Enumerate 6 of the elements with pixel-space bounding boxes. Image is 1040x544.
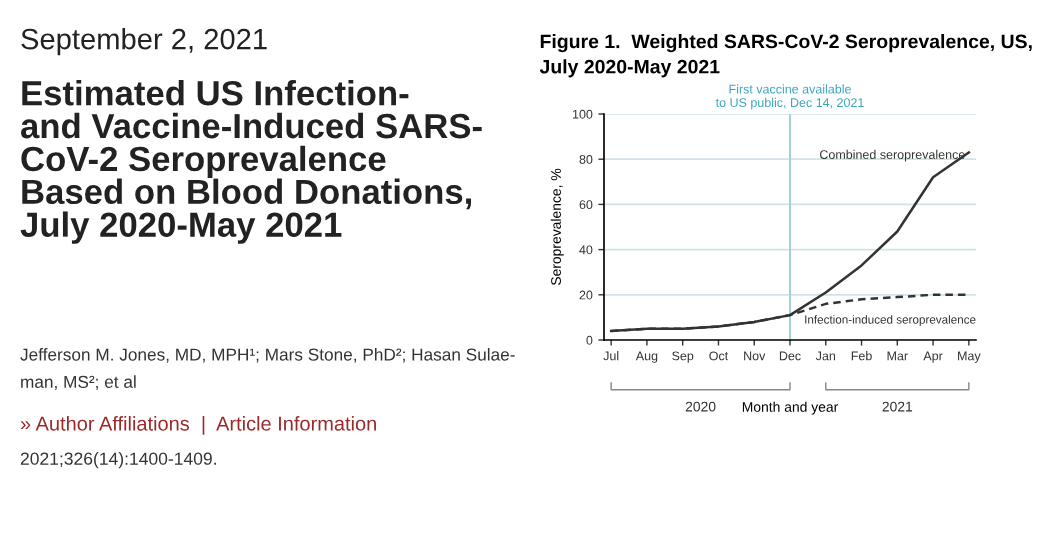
text: » Author Affiliations | Article Information bbox=[20, 416, 376, 435]
chart-title: Figure 1. Weighted SARS-CoV-2 Seroprevalence, US, July 2020-May 2021 bbox=[539, 34, 1032, 78]
text: Jefferson M. Jones, MD, MPH¹; Mars Stone, PhD²; Hasan Sulae- man, MS²; et al bbox=[20, 348, 515, 390]
text: 2021;326(14):1400-1409. bbox=[20, 452, 216, 469]
text: September 2, 2021 bbox=[21, 28, 267, 56]
text: Estimated US Infection- and Vaccine-Induced SARS- CoV-2 Seroprevalence Based on Blood Donations, July 2020-May 2021 bbox=[20, 80, 482, 244]
